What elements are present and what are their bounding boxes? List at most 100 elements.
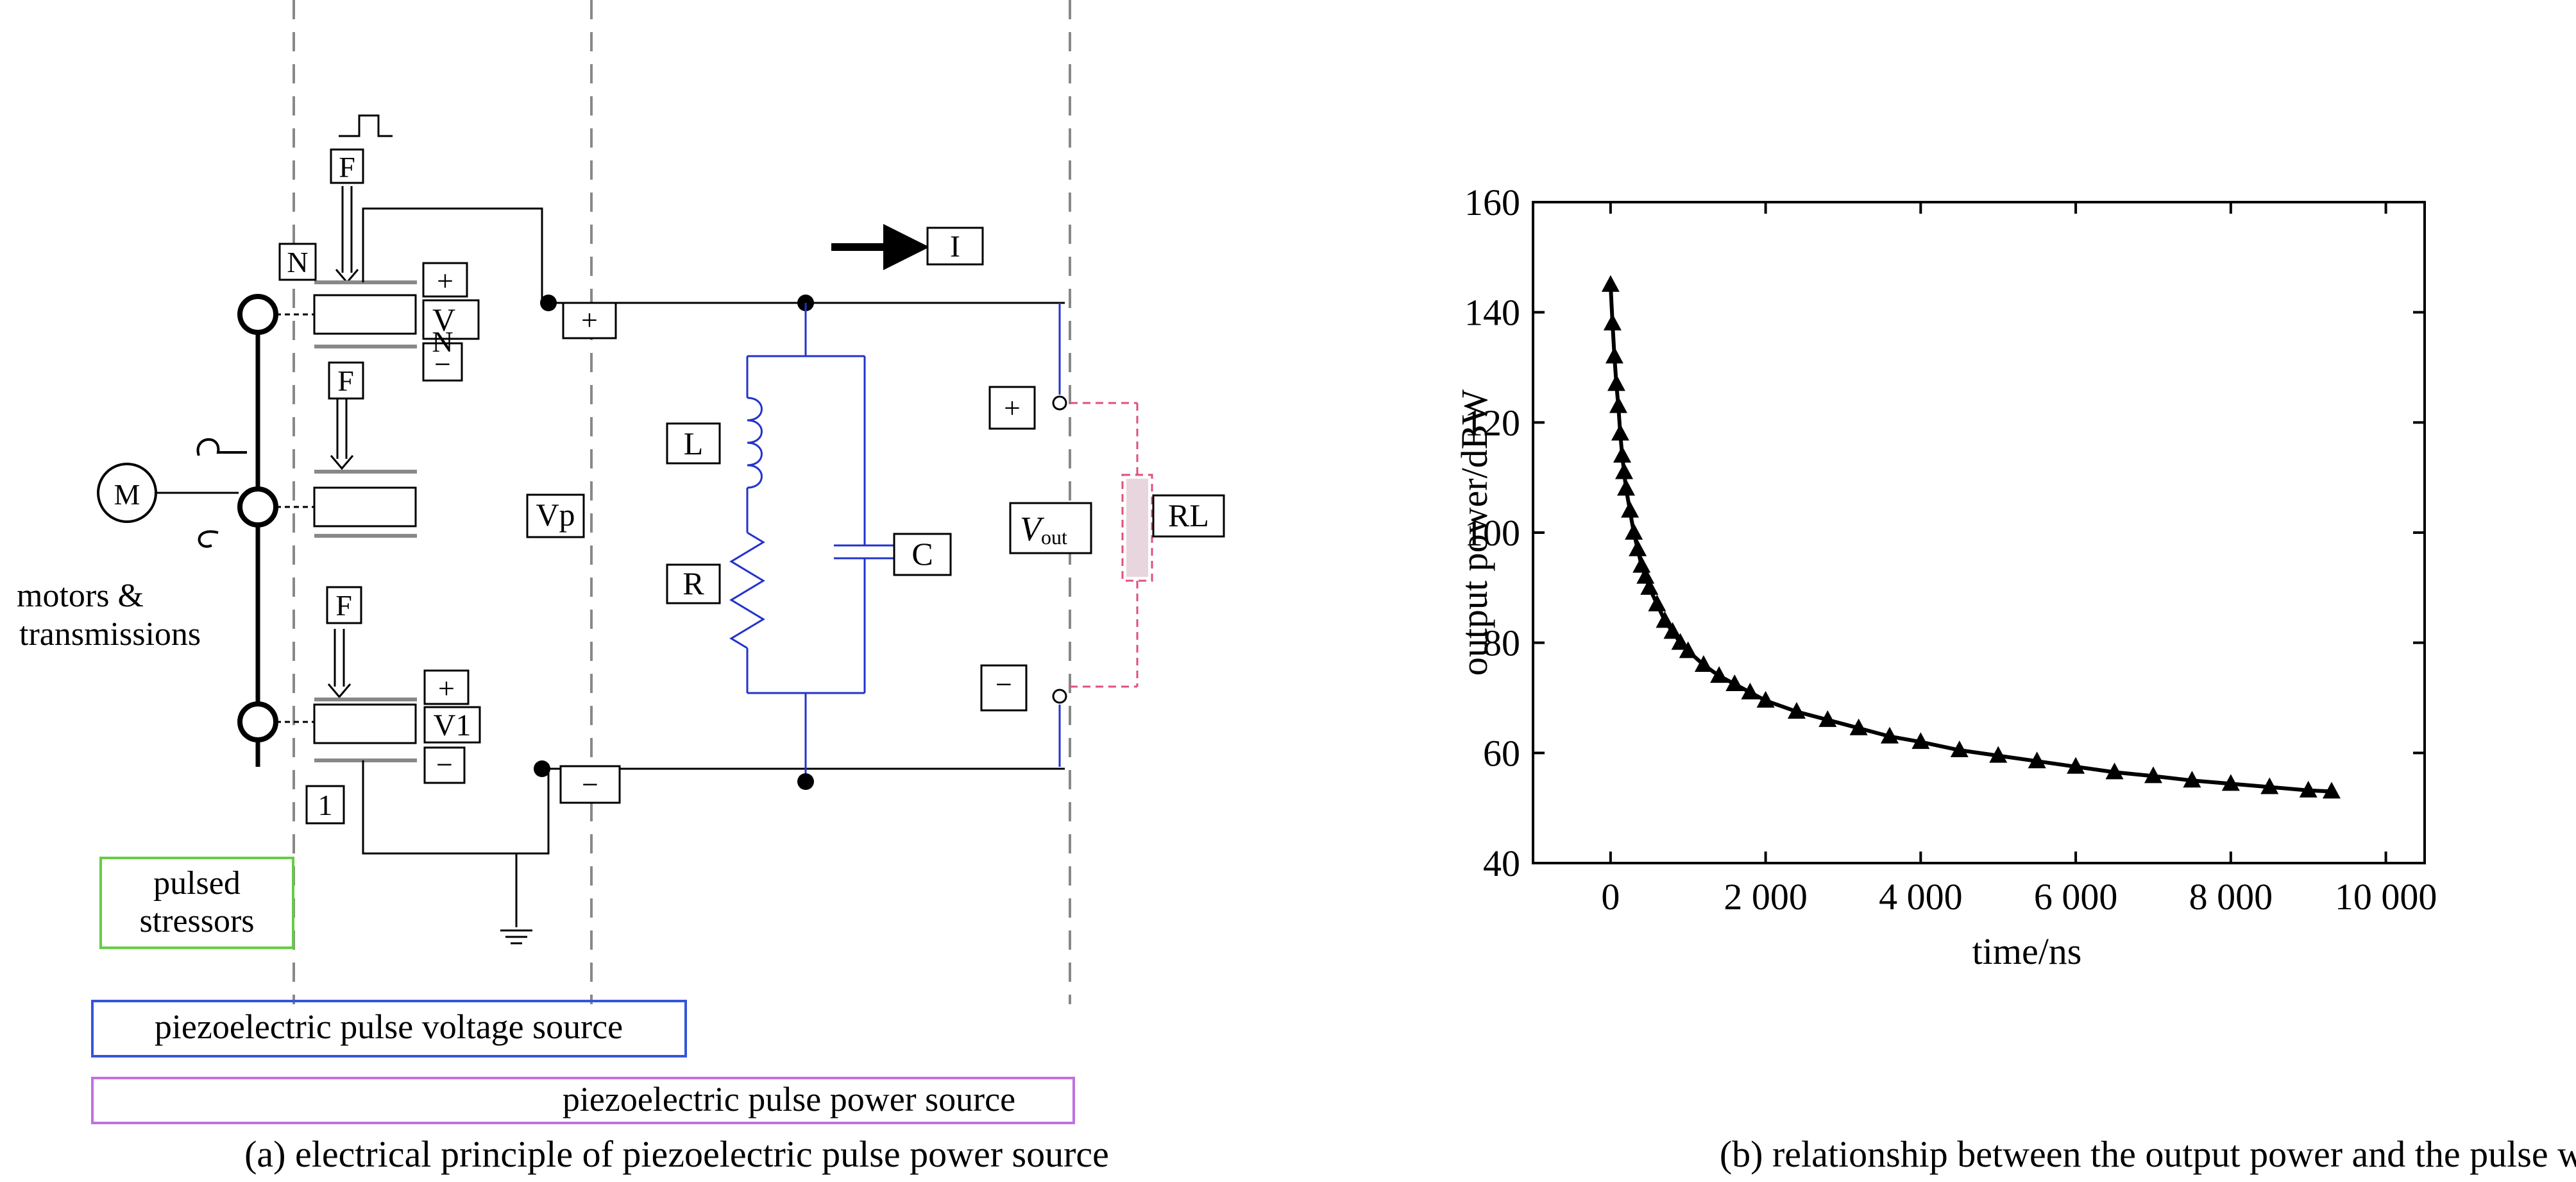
data-point <box>1601 275 1620 292</box>
capacitor-label: C <box>911 536 933 572</box>
voltage-source-box <box>91 1000 687 1058</box>
data-point <box>1617 479 1636 496</box>
data-point <box>1615 462 1634 479</box>
resistor-label: R <box>682 565 704 601</box>
data-point <box>2322 782 2341 799</box>
series-line <box>1608 284 2332 794</box>
caption-a: (a) electrical principle of piezoelectri… <box>244 1133 1109 1175</box>
data-point <box>1609 396 1627 413</box>
data-point <box>2260 777 2279 794</box>
data-point <box>1629 539 1647 556</box>
plus-label: + <box>437 264 453 297</box>
rlc-branch <box>729 303 895 773</box>
x-tick-label: 0 <box>1601 876 1620 918</box>
pulsed-stressors-line1: pulsed <box>153 865 241 902</box>
data-point <box>1725 674 1744 692</box>
pulse-shape <box>339 114 393 137</box>
power-source-box <box>91 1077 1075 1124</box>
motors-label-line1: motors & <box>17 578 144 614</box>
inductor-icon <box>747 397 763 489</box>
y-tick-label: 40 <box>1483 843 1520 884</box>
x-axis: 0 2 000 4 000 6 000 8 000 10 000 <box>1601 202 2437 918</box>
resistor-icon <box>729 531 765 649</box>
data-point <box>2028 751 2046 769</box>
x-tick-label: 4 000 <box>1879 876 1963 918</box>
rotation-arrow-icon <box>196 438 247 456</box>
data-point <box>1603 313 1622 330</box>
minus-label: − <box>434 348 451 381</box>
data-point <box>1605 347 1623 364</box>
x-axis-label: time/ns <box>1972 930 2082 972</box>
y-tick-label: 120 <box>1464 402 1520 443</box>
data-point <box>1911 732 1930 749</box>
minus-terminal-label: − <box>582 768 598 801</box>
output-minus-label: − <box>996 668 1012 701</box>
vout-label: Vout <box>1020 510 1067 549</box>
data-point <box>1881 726 1899 744</box>
load-resistor <box>1070 402 1153 688</box>
data-point <box>1818 710 1837 727</box>
x-tick-label: 6 000 <box>2034 876 2118 918</box>
y-tick-label: 160 <box>1464 182 1520 223</box>
output-terminal <box>1052 395 1067 411</box>
pulsed-stressors-line2: stressors <box>139 903 254 939</box>
data-point <box>1648 594 1666 612</box>
terminal-dot <box>540 295 557 311</box>
y-axis-label: output power/dBW <box>1453 390 1495 676</box>
data-point <box>2299 780 2318 798</box>
data-point <box>1621 501 1640 518</box>
data-point <box>2067 757 2085 774</box>
motor-label: M <box>114 478 140 511</box>
data-point <box>1849 718 1868 735</box>
power-source-label: piezoelectric pulse power source <box>563 1080 1015 1118</box>
plus-terminal-label: + <box>581 304 598 336</box>
ground-icon <box>500 929 532 945</box>
data-point <box>1656 611 1674 628</box>
force-label: F <box>337 364 354 397</box>
stack-count-label: 1 <box>318 789 333 821</box>
data-point <box>1989 746 2008 763</box>
junction-dot <box>797 773 814 790</box>
data-point <box>2183 771 2201 788</box>
y-tick-label: 60 <box>1483 732 1520 774</box>
output-plus-label: + <box>1004 391 1021 424</box>
data-point <box>1756 690 1775 708</box>
data-point <box>2105 762 2124 780</box>
cam-wheel <box>237 701 278 742</box>
data-point <box>1625 523 1643 540</box>
data-point <box>1663 622 1682 639</box>
n-label: N <box>432 325 453 358</box>
rotation-arrow-icon <box>198 530 219 548</box>
vp-label: Vp <box>536 497 575 533</box>
x-tick-label: 2 000 <box>1724 876 1808 918</box>
data-point <box>1671 633 1690 650</box>
data-point <box>1694 655 1713 672</box>
force-label: F <box>339 151 355 184</box>
y-tick-label: 140 <box>1464 292 1520 334</box>
v-label: V <box>432 302 455 338</box>
x-tick-label: 10 000 <box>2335 876 2437 918</box>
motor-icon <box>97 463 157 523</box>
minus-label: − <box>436 748 453 781</box>
load-label: RL <box>1168 497 1209 533</box>
wire <box>362 760 550 855</box>
piezo-stack-bottom <box>313 698 417 762</box>
data-point <box>1611 424 1629 441</box>
n-label: N <box>287 246 308 278</box>
data-point <box>1741 682 1759 699</box>
voltage-source-label: piezoelectric pulse voltage source <box>155 1007 623 1046</box>
data-point <box>1613 445 1631 463</box>
data-point <box>2144 766 2162 784</box>
wire <box>362 207 543 303</box>
data-point <box>1787 701 1806 719</box>
cam-wheel <box>237 294 278 335</box>
terminal-dot <box>534 760 550 777</box>
plot-frame <box>1532 201 2426 864</box>
data-point <box>1607 374 1625 391</box>
inductor-label: L <box>684 425 704 461</box>
data-point <box>1710 666 1729 683</box>
data-series <box>1601 275 2341 799</box>
piezo-stack-top <box>313 280 417 348</box>
y-tick-label: 80 <box>1483 622 1520 664</box>
